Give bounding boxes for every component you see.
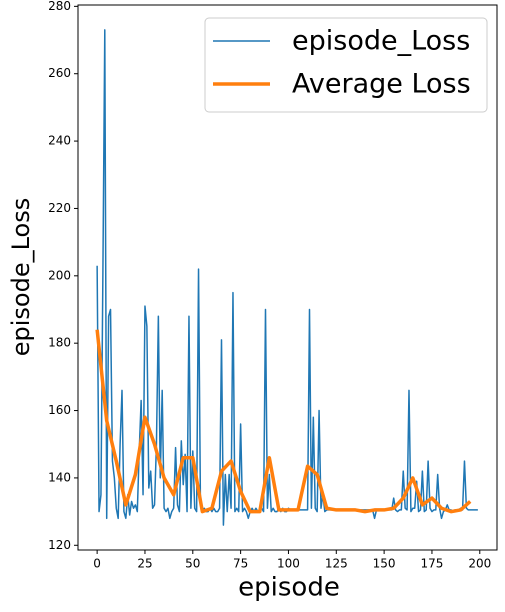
y-tick-label: 240: [48, 134, 71, 148]
x-tick-label: 125: [325, 557, 348, 571]
legend-label: episode_Loss: [292, 26, 470, 57]
plot-frame: [77, 4, 498, 551]
y-tick-label: 120: [48, 538, 71, 552]
y-tick-label: 220: [48, 201, 71, 215]
x-tick-label: 25: [137, 557, 152, 571]
x-tick-label: 150: [373, 557, 396, 571]
x-tick-label: 0: [93, 557, 101, 571]
x-tick-label: 200: [468, 557, 491, 571]
x-axis-label: episode: [238, 573, 340, 603]
y-tick-label: 260: [48, 66, 71, 80]
x-tick-label: 175: [420, 557, 443, 571]
x-tick-label: 100: [277, 557, 300, 571]
series-line: [95, 329, 472, 514]
legend-label: Average Loss: [292, 69, 471, 100]
y-tick-label: 140: [48, 470, 71, 484]
y-axis-label: episode_Loss: [7, 198, 35, 357]
x-tick-label: 50: [185, 557, 200, 571]
y-tick-label: 160: [48, 403, 71, 417]
y-tick-label: 280: [48, 0, 71, 13]
x-tick-label: 75: [233, 557, 248, 571]
y-tick-label: 180: [48, 336, 71, 350]
y-tick-label: 200: [48, 268, 71, 282]
legend-box: [204, 17, 488, 113]
